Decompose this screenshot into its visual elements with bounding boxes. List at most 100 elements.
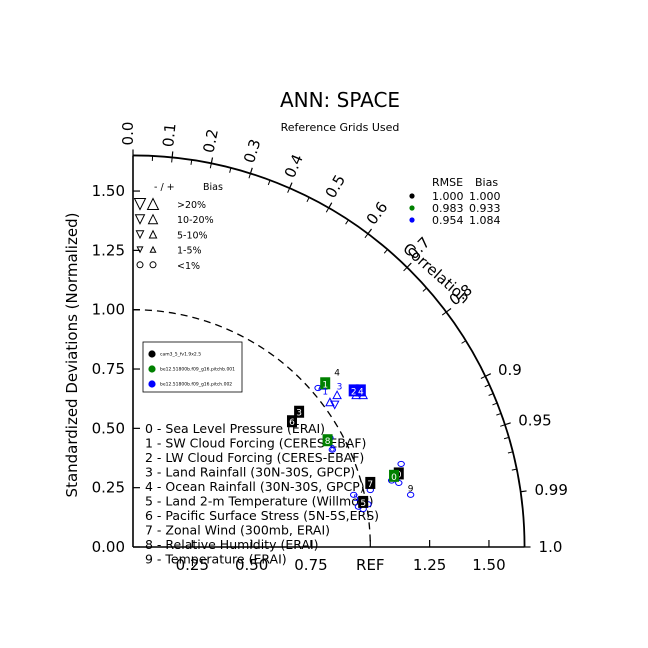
triangle-up-icon — [146, 197, 160, 210]
y-axis-label: Standardized Deviations (Normalized) — [63, 213, 81, 498]
triangle-down-icon — [135, 230, 145, 240]
data-point-label: 8 — [325, 437, 331, 447]
correlation-minor-tick — [325, 207, 330, 213]
y-tick-label: 1.25 — [92, 241, 125, 259]
rmse-value: 1.000 — [432, 190, 464, 203]
bias-marker-circle — [406, 491, 415, 498]
correlation-tick — [445, 307, 452, 313]
correlation-minor-tick — [484, 384, 490, 388]
circle-icon — [136, 261, 144, 269]
y-tick-label: 0.50 — [92, 419, 125, 437]
variable-legend-item: 7 - Zonal Wind (300mb, ERAI) — [145, 523, 330, 538]
chart-title: ANN: SPACE — [280, 88, 400, 112]
data-point-box — [294, 405, 305, 418]
triangle-up-icon — [147, 213, 159, 225]
triangle-down-icon — [133, 198, 147, 211]
variable-legend-item: 1 - SW Cloud Forcing (CERES-EBAF) — [145, 436, 366, 451]
data-point-box — [355, 384, 366, 397]
variable-legend-item: 5 - Land 2-m Temperature (Willmott) — [145, 494, 374, 509]
variable-legend-item: 4 - Ocean Rainfall (30N-30S, GPCP) — [145, 479, 365, 494]
outer-arc — [132, 154, 526, 548]
correlation-minor-tick — [422, 287, 427, 292]
correlation-minor-tick — [209, 163, 212, 169]
data-point-label: 9 — [408, 485, 414, 495]
correlation-tick — [249, 167, 253, 174]
data-point-label: 6 — [289, 418, 295, 428]
rmse-value: 0.954 — [432, 214, 464, 227]
case-name: be12.51800b.f09_g16.pitch.002 — [160, 382, 232, 388]
correlation-tick — [406, 262, 412, 268]
correlation-minor-tick — [383, 249, 388, 254]
correlation-tick-label: 0.5 — [322, 172, 350, 202]
bias-value: 0.933 — [469, 202, 501, 215]
circle-icon — [149, 261, 157, 269]
correlation-minor-tick — [503, 436, 510, 440]
correlation-tick-label: 0.3 — [240, 137, 264, 165]
chart-subtitle: Reference Grids Used — [281, 121, 400, 134]
data-point-box — [358, 495, 369, 508]
data-point-box — [320, 377, 331, 390]
correlation-minor-tick — [507, 451, 513, 454]
case-name: cam3_5_fv1.9x2.5 — [160, 352, 201, 358]
correlation-minor-tick — [511, 468, 517, 471]
correlation-tick-label: 0.2 — [200, 127, 222, 154]
correlation-minor-tick — [306, 197, 310, 203]
case-color-dot-icon — [409, 205, 415, 211]
x-tick-label: REF — [356, 556, 385, 574]
correlation-tick-label: 0.9 — [498, 361, 522, 379]
bias-marker-circle — [328, 446, 337, 453]
rmse-legend-bias-header: Bias — [475, 176, 498, 189]
bias-marker-triangle-down — [329, 400, 340, 410]
reference-arc — [132, 309, 371, 548]
bias-legend-row-label: 1-5% — [177, 246, 202, 257]
correlation-minor-tick — [492, 402, 498, 406]
correlation-minor-tick — [403, 267, 408, 272]
data-point-box — [389, 469, 400, 482]
variable-legend-item: 6 - Pacific Surface Stress (5N-5S,ERS) — [145, 508, 379, 523]
correlation-tick — [289, 182, 293, 189]
bias-legend-sign-header: - / + — [154, 182, 175, 193]
correlation-tick-label: 0.4 — [281, 152, 307, 181]
correlation-tick-label: 0.6 — [363, 198, 392, 228]
case-color-dot-icon — [148, 350, 156, 358]
correlation-tick-label: 0.1 — [159, 122, 179, 148]
data-marks: 3607549180241358 — [286, 368, 415, 513]
triangle-down-icon — [134, 214, 146, 225]
bias-legend-row-label: >20% — [177, 200, 206, 211]
case-legend-box — [142, 341, 243, 393]
rmse-legend-header: RMSE — [432, 176, 463, 189]
correlation-tick-label: 0.0 — [119, 122, 137, 146]
data-point-label: 7 — [367, 480, 373, 490]
data-point-label: 4 — [334, 368, 340, 378]
y-tick-label: 0.25 — [92, 479, 125, 497]
variable-legend-item: 2 - LW Cloud Forcing (CERES-EBAF) — [145, 450, 364, 465]
data-point-label: 8 — [329, 444, 335, 454]
case-color-dot-icon — [148, 365, 156, 373]
triangle-up-icon — [149, 245, 157, 253]
correlation-tick — [504, 422, 511, 426]
variable-legend-item: 8 - Relative Humidity (ERAI) — [145, 537, 319, 552]
correlation-minor-tick — [229, 167, 232, 173]
bias-legend-row-label: <1% — [177, 261, 200, 272]
data-point-box — [365, 476, 376, 489]
x-tick-label: 0.75 — [294, 556, 327, 574]
triangle-up-icon — [148, 229, 158, 239]
data-point-label: 1 — [322, 387, 328, 397]
correlation-minor-tick — [287, 187, 291, 193]
data-point-box — [322, 434, 333, 447]
correlation-minor-tick — [364, 233, 369, 239]
x-tick-label: 0.50 — [235, 556, 268, 574]
bias-marker-triangle-up — [332, 390, 342, 400]
bias-legend-row-label: 5-10% — [177, 230, 208, 241]
x-tick-label: 1.25 — [413, 556, 446, 574]
case-color-dot-icon — [148, 380, 156, 388]
bias-legend: - / + Bias >20% 10-20% 5-10% 1-5% <1% — [133, 182, 223, 272]
correlation-minor-tick — [345, 219, 349, 225]
bias-legend-row-label: 10-20% — [177, 215, 214, 226]
x-tick-label: 1.50 — [472, 556, 505, 574]
correlation-minor-tick — [500, 424, 506, 427]
data-point-label: 2 — [351, 387, 357, 397]
